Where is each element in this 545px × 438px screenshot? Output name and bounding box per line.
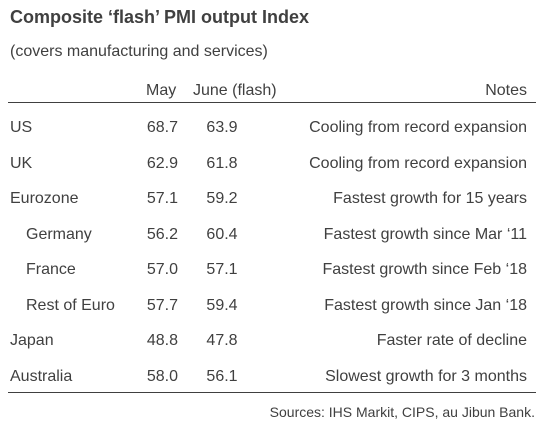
may-value: 68.7: [146, 119, 178, 136]
header-row: May June (flash) Notes: [0, 80, 545, 104]
table-row: UK 62.9 61.8 Cooling from record expansion: [0, 153, 545, 177]
may-value: 62.9: [146, 154, 178, 172]
source-note: Sources: IHS Markit, CIPS, au Jibun Bank…: [269, 404, 535, 420]
notes-text: Slowest growth for 3 months: [325, 367, 527, 385]
june-value: 57.1: [206, 261, 238, 278]
row-label: Rest of Euro: [26, 296, 115, 314]
may-value: 57.0: [146, 261, 178, 278]
notes-text: Fastest growth for 15 years: [333, 190, 527, 207]
table-row: Eurozone 57.1 59.2 Fastest growth for 15 ye…: [0, 188, 545, 212]
header-notes: Notes: [485, 82, 527, 99]
june-value: 63.9: [206, 119, 238, 136]
notes-text: Fastest growth since Mar ‘11: [323, 225, 527, 243]
table-row: Australia 58.0 56.1 Slowest growth for 3 mo…: [0, 366, 545, 390]
row-label: UK: [10, 154, 33, 172]
may-value: 57.7: [146, 296, 178, 314]
table-row: Germany 56.2 60.4 Fastest growth since Mar …: [0, 224, 545, 248]
june-value: 59.2: [206, 190, 238, 207]
june-value: 59.4: [206, 296, 238, 314]
row-label: Australia: [10, 367, 73, 385]
may-value: 56.2: [146, 225, 178, 243]
row-label: Japan: [10, 332, 54, 349]
table-row: Rest of Euro 57.7 59.4 Fastest growth since…: [0, 295, 545, 319]
notes-text: Fastest growth since Jan ‘18: [324, 296, 527, 314]
june-value: 61.8: [206, 154, 238, 172]
bottom-rule: [8, 392, 536, 393]
notes-text: Fastest growth since Feb ‘18: [322, 261, 527, 278]
top-rule: [8, 102, 536, 103]
june-value: 47.8: [206, 332, 238, 349]
table-row: US 68.7 63.9 Cooling from record expansion: [0, 117, 545, 141]
table-row: France 57.0 57.1 Fastest growth since Feb ‘…: [0, 259, 545, 283]
row-label: France: [26, 261, 76, 278]
header-may: May: [146, 82, 177, 99]
table-title: Composite ‘flash’ PMI output Index: [10, 7, 310, 27]
row-label: Germany: [26, 225, 92, 243]
notes-text: Cooling from record expansion: [309, 154, 527, 172]
table-row: Japan 48.8 47.8 Faster rate of decline: [0, 330, 545, 354]
notes-text: Cooling from record expansion: [309, 119, 527, 136]
may-value: 48.8: [146, 332, 178, 349]
june-value: 60.4: [206, 225, 238, 243]
row-label: Eurozone: [10, 190, 79, 207]
row-label: US: [10, 119, 33, 136]
may-value: 57.1: [146, 190, 178, 207]
june-value: 56.1: [206, 367, 238, 385]
may-value: 58.0: [146, 367, 178, 385]
header-june: June (flash): [193, 82, 277, 99]
table-subtitle: (covers manufacturing and services): [10, 43, 268, 60]
notes-text: Faster rate of decline: [376, 332, 527, 349]
